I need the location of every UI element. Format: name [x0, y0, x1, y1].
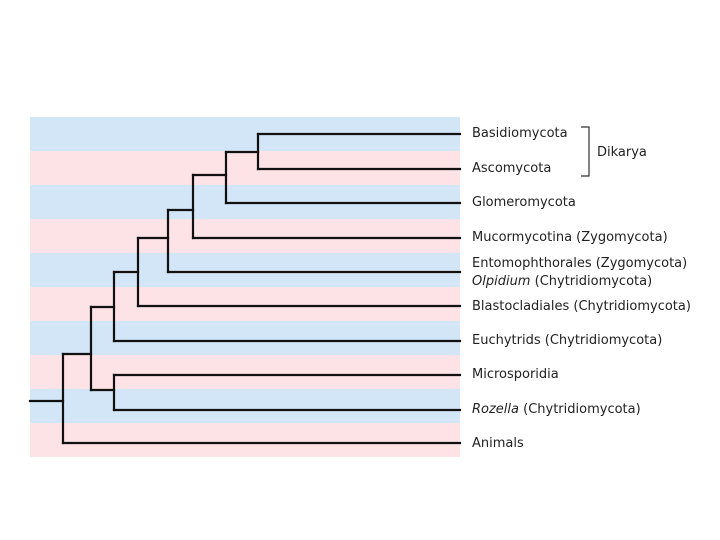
- taxon-label-animals: Animals: [472, 436, 524, 451]
- band: [30, 253, 460, 287]
- taxon-label-entomophthorales: Entomophthorales (Zygomycota): [472, 256, 688, 271]
- band: [30, 287, 460, 321]
- taxon-label-basidiomycota: Basidiomycota: [472, 126, 568, 141]
- band: [30, 389, 460, 423]
- taxon-label-euchytrids: Euchytrids (Chytridiomycota): [472, 333, 663, 348]
- taxon-label-microsporidia: Microsporidia: [472, 367, 559, 382]
- taxon-label-blastocladiales: Blastocladiales (Chytridiomycota): [472, 299, 691, 314]
- dikarya-bracket: [581, 126, 590, 177]
- taxon-label-rozella: Rozella (Chytridiomycota): [472, 402, 641, 417]
- taxon-label-ascomycota: Ascomycota: [472, 161, 552, 176]
- band: [30, 355, 460, 389]
- taxon-label-glomeromycota: Glomeromycota: [472, 195, 576, 210]
- band: [30, 219, 460, 253]
- band: [30, 423, 460, 457]
- taxon-label-mucormycotina: Mucormycotina (Zygomycota): [472, 230, 668, 245]
- taxon-label-olpidium: Olpidium (Chytridiomycota): [472, 274, 653, 289]
- dikarya-group-label: Dikarya: [597, 145, 647, 160]
- band: [30, 321, 460, 355]
